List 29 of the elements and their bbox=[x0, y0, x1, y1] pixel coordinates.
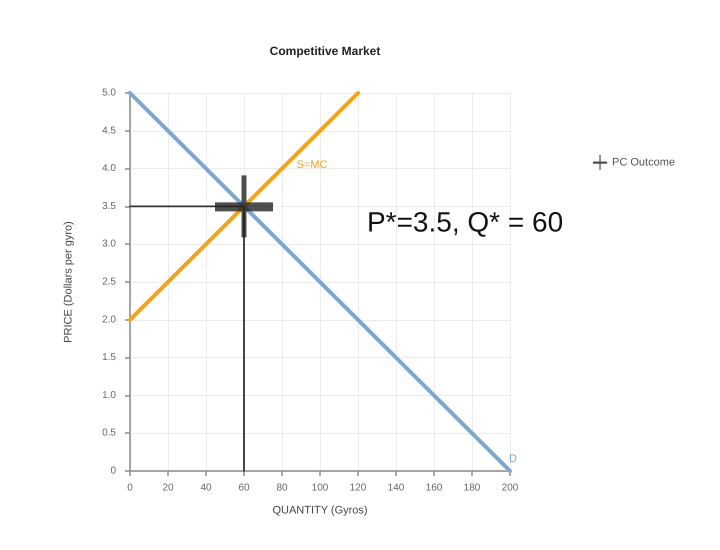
series-label: S=MC bbox=[296, 159, 328, 172]
y-tick-label: 4.5 bbox=[102, 125, 116, 136]
y-tick-label: 0.5 bbox=[102, 428, 116, 439]
x-tick-label: 200 bbox=[502, 482, 519, 494]
y-tick-label: 2.5 bbox=[102, 276, 116, 288]
y-tick-label: 0 bbox=[110, 466, 116, 476]
y-tick-label: 3.5 bbox=[102, 200, 116, 212]
x-axis-title: QUANTITY (Gyros) bbox=[272, 504, 368, 516]
x-tick-label: 120 bbox=[350, 482, 367, 494]
y-axis-title: PRICE (Dollars per gyro) bbox=[62, 221, 74, 343]
y-tick-label: 2.0 bbox=[102, 314, 116, 326]
x-tick-label: 60 bbox=[238, 482, 250, 494]
y-tick-label: 1.0 bbox=[102, 390, 116, 401]
x-tick-label: 180 bbox=[464, 482, 481, 494]
y-tick-label: 3.0 bbox=[102, 238, 116, 250]
x-tick-label: 160 bbox=[426, 482, 443, 494]
y-tick-label: 1.5 bbox=[102, 352, 116, 364]
x-tick-label: 100 bbox=[312, 482, 329, 494]
x-tick-label: 140 bbox=[388, 482, 405, 494]
x-tick-label: 40 bbox=[200, 482, 212, 494]
x-tick-label: 80 bbox=[276, 482, 288, 494]
annotation: P*=3.5, Q* = 60 bbox=[367, 206, 564, 238]
series-label: D bbox=[509, 453, 518, 465]
y-tick-label: 5.0 bbox=[102, 88, 116, 98]
x-tick-label: 0 bbox=[127, 482, 134, 494]
x-tick-label: 20 bbox=[162, 482, 174, 494]
y-tick-label: 4.0 bbox=[102, 163, 116, 174]
legend-label: PC Outcome bbox=[612, 156, 676, 168]
chart-title: Competitive Market bbox=[270, 44, 380, 58]
